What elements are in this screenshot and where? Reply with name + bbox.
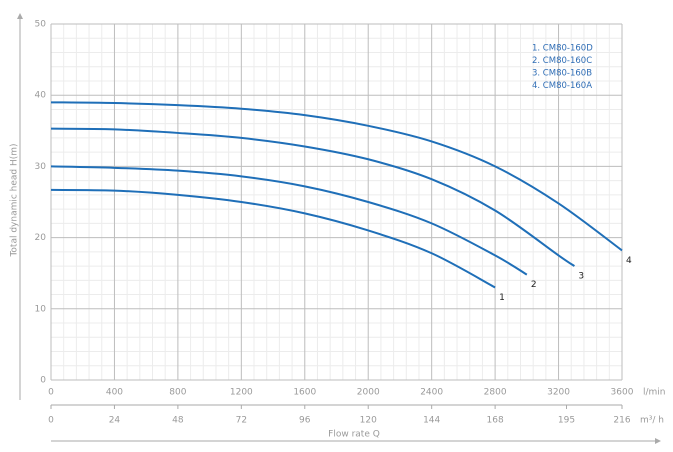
curve-label: 2 [531, 280, 537, 290]
curve-label: 4 [626, 256, 632, 266]
curve-label: 1 [499, 293, 505, 303]
x2-tick-label: 0 [48, 416, 54, 426]
x2-unit: m³/ h [640, 416, 664, 426]
x2-tick-label: 120 [360, 416, 377, 426]
y-tick-label: 40 [35, 91, 47, 101]
x-tick-label: 2800 [484, 388, 507, 398]
legend-entry: 2. CM80-160C [532, 56, 592, 66]
legend-entry: 1. CM80-160D [532, 44, 593, 54]
x-tick-label: 1600 [293, 388, 316, 398]
x-tick-label: 2400 [420, 388, 443, 398]
y-tick-label: 50 [35, 20, 47, 30]
y-tick-label: 10 [35, 304, 47, 314]
y-tick-label: 30 [35, 162, 47, 172]
x2-tick-label: 24 [109, 416, 121, 426]
x-tick-label: 400 [106, 388, 123, 398]
x2-tick-label: 48 [172, 416, 184, 426]
curve [50, 127, 575, 267]
legend-entry: 4. CM80-160A [532, 81, 592, 91]
x-tick-label: 3600 [611, 388, 634, 398]
curve [50, 188, 496, 289]
x2-tick-label: 96 [299, 416, 311, 426]
x2-tick-label: 216 [613, 416, 630, 426]
curve [50, 101, 623, 252]
x2-tick-label: 144 [423, 416, 440, 426]
x2-tick-label: 195 [558, 416, 575, 426]
legend-entry: 3. CM80-160B [532, 69, 592, 79]
x-tick-label: 3200 [547, 388, 570, 398]
x-tick-label: 0 [48, 388, 54, 398]
x-tick-label: 2000 [357, 388, 380, 398]
x-unit: l/min [643, 388, 666, 398]
x-label: Flow rate Q [328, 430, 380, 440]
x-tick-label: 1200 [230, 388, 253, 398]
y-label: Total dynamic head H(m) [10, 143, 20, 257]
x-tick-label: 800 [169, 388, 186, 398]
x2-tick-label: 168 [487, 416, 504, 426]
curve [50, 165, 528, 276]
x2-tick-label: 72 [236, 416, 247, 426]
curve-label: 3 [578, 272, 584, 282]
y-tick-label: 20 [35, 233, 47, 243]
y-tick-label: 0 [40, 376, 46, 386]
